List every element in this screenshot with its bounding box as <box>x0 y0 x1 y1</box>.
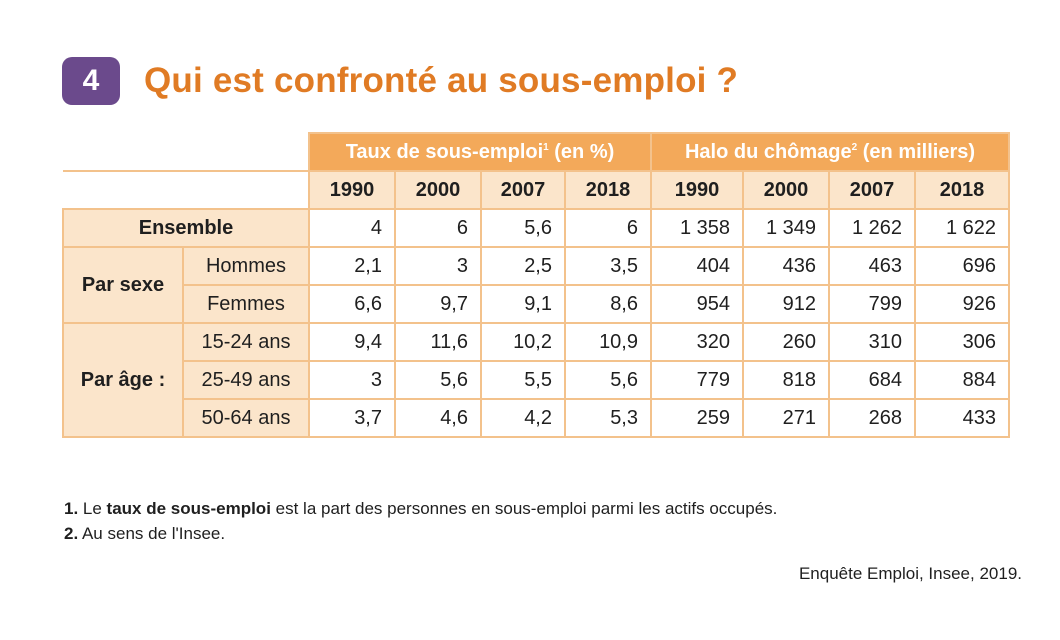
document-header: 4 Qui est confronté au sous-emploi ? <box>62 56 738 106</box>
table-cell: 463 <box>828 246 916 286</box>
table-cell: 5,6 <box>394 360 482 400</box>
table-cell: 6 <box>394 208 482 248</box>
table-cell: 926 <box>914 284 1010 324</box>
table-row: 50-64 ans 3,7 4,6 4,2 5,3 259 271 268 43… <box>63 398 1010 438</box>
table-cell: 9,7 <box>394 284 482 324</box>
table-cell: 1 358 <box>650 208 744 248</box>
table-row: 25-49 ans 3 5,6 5,5 5,6 779 818 684 884 <box>63 360 1010 400</box>
table-cell: 799 <box>828 284 916 324</box>
row-header-25-49: 25-49 ans <box>182 360 310 400</box>
footnote-ref-1: 1 <box>543 141 549 153</box>
row-group-age: Par âge : <box>62 322 184 438</box>
year-header: 2018 <box>914 170 1010 210</box>
corner-cell <box>63 171 310 210</box>
year-header: 2000 <box>742 170 830 210</box>
table-cell: 1 262 <box>828 208 916 248</box>
corner-cell <box>63 133 310 172</box>
table-cell: 3 <box>394 246 482 286</box>
table-cell: 5,6 <box>480 208 566 248</box>
row-header-hommes: Hommes <box>182 246 310 286</box>
table-cell: 912 <box>742 284 830 324</box>
group-header-row: Taux de sous-emploi1 (en %) Halo du chôm… <box>63 132 1010 172</box>
table-cell: 9,4 <box>308 322 396 362</box>
table-cell: 404 <box>650 246 744 286</box>
table-cell: 3,7 <box>308 398 396 438</box>
table-cell: 9,1 <box>480 284 566 324</box>
table-row: Femmes 6,6 9,7 9,1 8,6 954 912 799 926 <box>63 284 1010 324</box>
footnote-1: 1. Le taux de sous-emploi est la part de… <box>64 499 778 518</box>
table-cell: 320 <box>650 322 744 362</box>
table-cell: 1 349 <box>742 208 830 248</box>
row-header-ensemble: Ensemble <box>62 208 310 248</box>
year-header: 2000 <box>394 170 482 210</box>
row-group-sexe: Par sexe <box>62 246 184 324</box>
table-cell: 6 <box>564 208 652 248</box>
table-cell: 779 <box>650 360 744 400</box>
year-header: 2007 <box>828 170 916 210</box>
table-cell: 5,6 <box>564 360 652 400</box>
table-cell: 310 <box>828 322 916 362</box>
footnotes: 1. Le taux de sous-emploi est la part de… <box>64 496 777 546</box>
table-cell: 2,1 <box>308 246 396 286</box>
row-header-15-24: 15-24 ans <box>182 322 310 362</box>
year-header: 2007 <box>480 170 566 210</box>
table-cell: 8,6 <box>564 284 652 324</box>
group-header-unemployment-halo: Halo du chômage2 (en milliers) <box>650 132 1010 172</box>
table-cell: 10,2 <box>480 322 566 362</box>
table-cell: 4,6 <box>394 398 482 438</box>
table-cell: 433 <box>914 398 1010 438</box>
year-header: 2018 <box>564 170 652 210</box>
table-cell: 696 <box>914 246 1010 286</box>
table-cell: 3,5 <box>564 246 652 286</box>
row-header-50-64: 50-64 ans <box>182 398 310 438</box>
table-cell: 260 <box>742 322 830 362</box>
row-header-femmes: Femmes <box>182 284 310 324</box>
table-cell: 11,6 <box>394 322 482 362</box>
table-cell: 5,5 <box>480 360 566 400</box>
table-cell: 2,5 <box>480 246 566 286</box>
table-row: Ensemble 4 6 5,6 6 1 358 1 349 1 262 1 6… <box>62 208 1010 248</box>
table-cell: 10,9 <box>564 322 652 362</box>
table-cell: 6,6 <box>308 284 396 324</box>
table-cell: 271 <box>742 398 830 438</box>
table-cell: 1 622 <box>914 208 1010 248</box>
table-cell: 954 <box>650 284 744 324</box>
table-cell: 5,3 <box>564 398 652 438</box>
year-header: 1990 <box>650 170 744 210</box>
table-cell: 4 <box>308 208 396 248</box>
table-row: Par âge : 15-24 ans 9,4 11,6 10,2 10,9 3… <box>62 322 1010 438</box>
page-title: Qui est confronté au sous-emploi ? <box>144 61 739 100</box>
table-cell: 818 <box>742 360 830 400</box>
table-cell: 306 <box>914 322 1010 362</box>
footnote-2: 2. Au sens de l'Insee. <box>64 524 226 543</box>
year-header: 1990 <box>308 170 396 210</box>
table-cell: 436 <box>742 246 830 286</box>
table-cell: 3 <box>308 360 396 400</box>
document-number-badge: 4 <box>62 57 120 105</box>
table-cell: 259 <box>650 398 744 438</box>
table-cell: 268 <box>828 398 916 438</box>
table-cell: 4,2 <box>480 398 566 438</box>
group-header-underemployment-rate: Taux de sous-emploi1 (en %) <box>308 132 652 172</box>
table-cell: 884 <box>914 360 1010 400</box>
underemployment-table: Taux de sous-emploi1 (en %) Halo du chôm… <box>62 132 1010 438</box>
table-cell: 684 <box>828 360 916 400</box>
source-citation: Enquête Emploi, Insee, 2019. <box>798 564 1022 583</box>
footnote-ref-2: 2 <box>851 141 858 153</box>
table-row: Par sexe Hommes 2,1 3 2,5 3,5 404 436 46… <box>62 246 1010 324</box>
year-header-row: 1990 2000 2007 2018 1990 2000 2007 2018 <box>63 170 1010 210</box>
